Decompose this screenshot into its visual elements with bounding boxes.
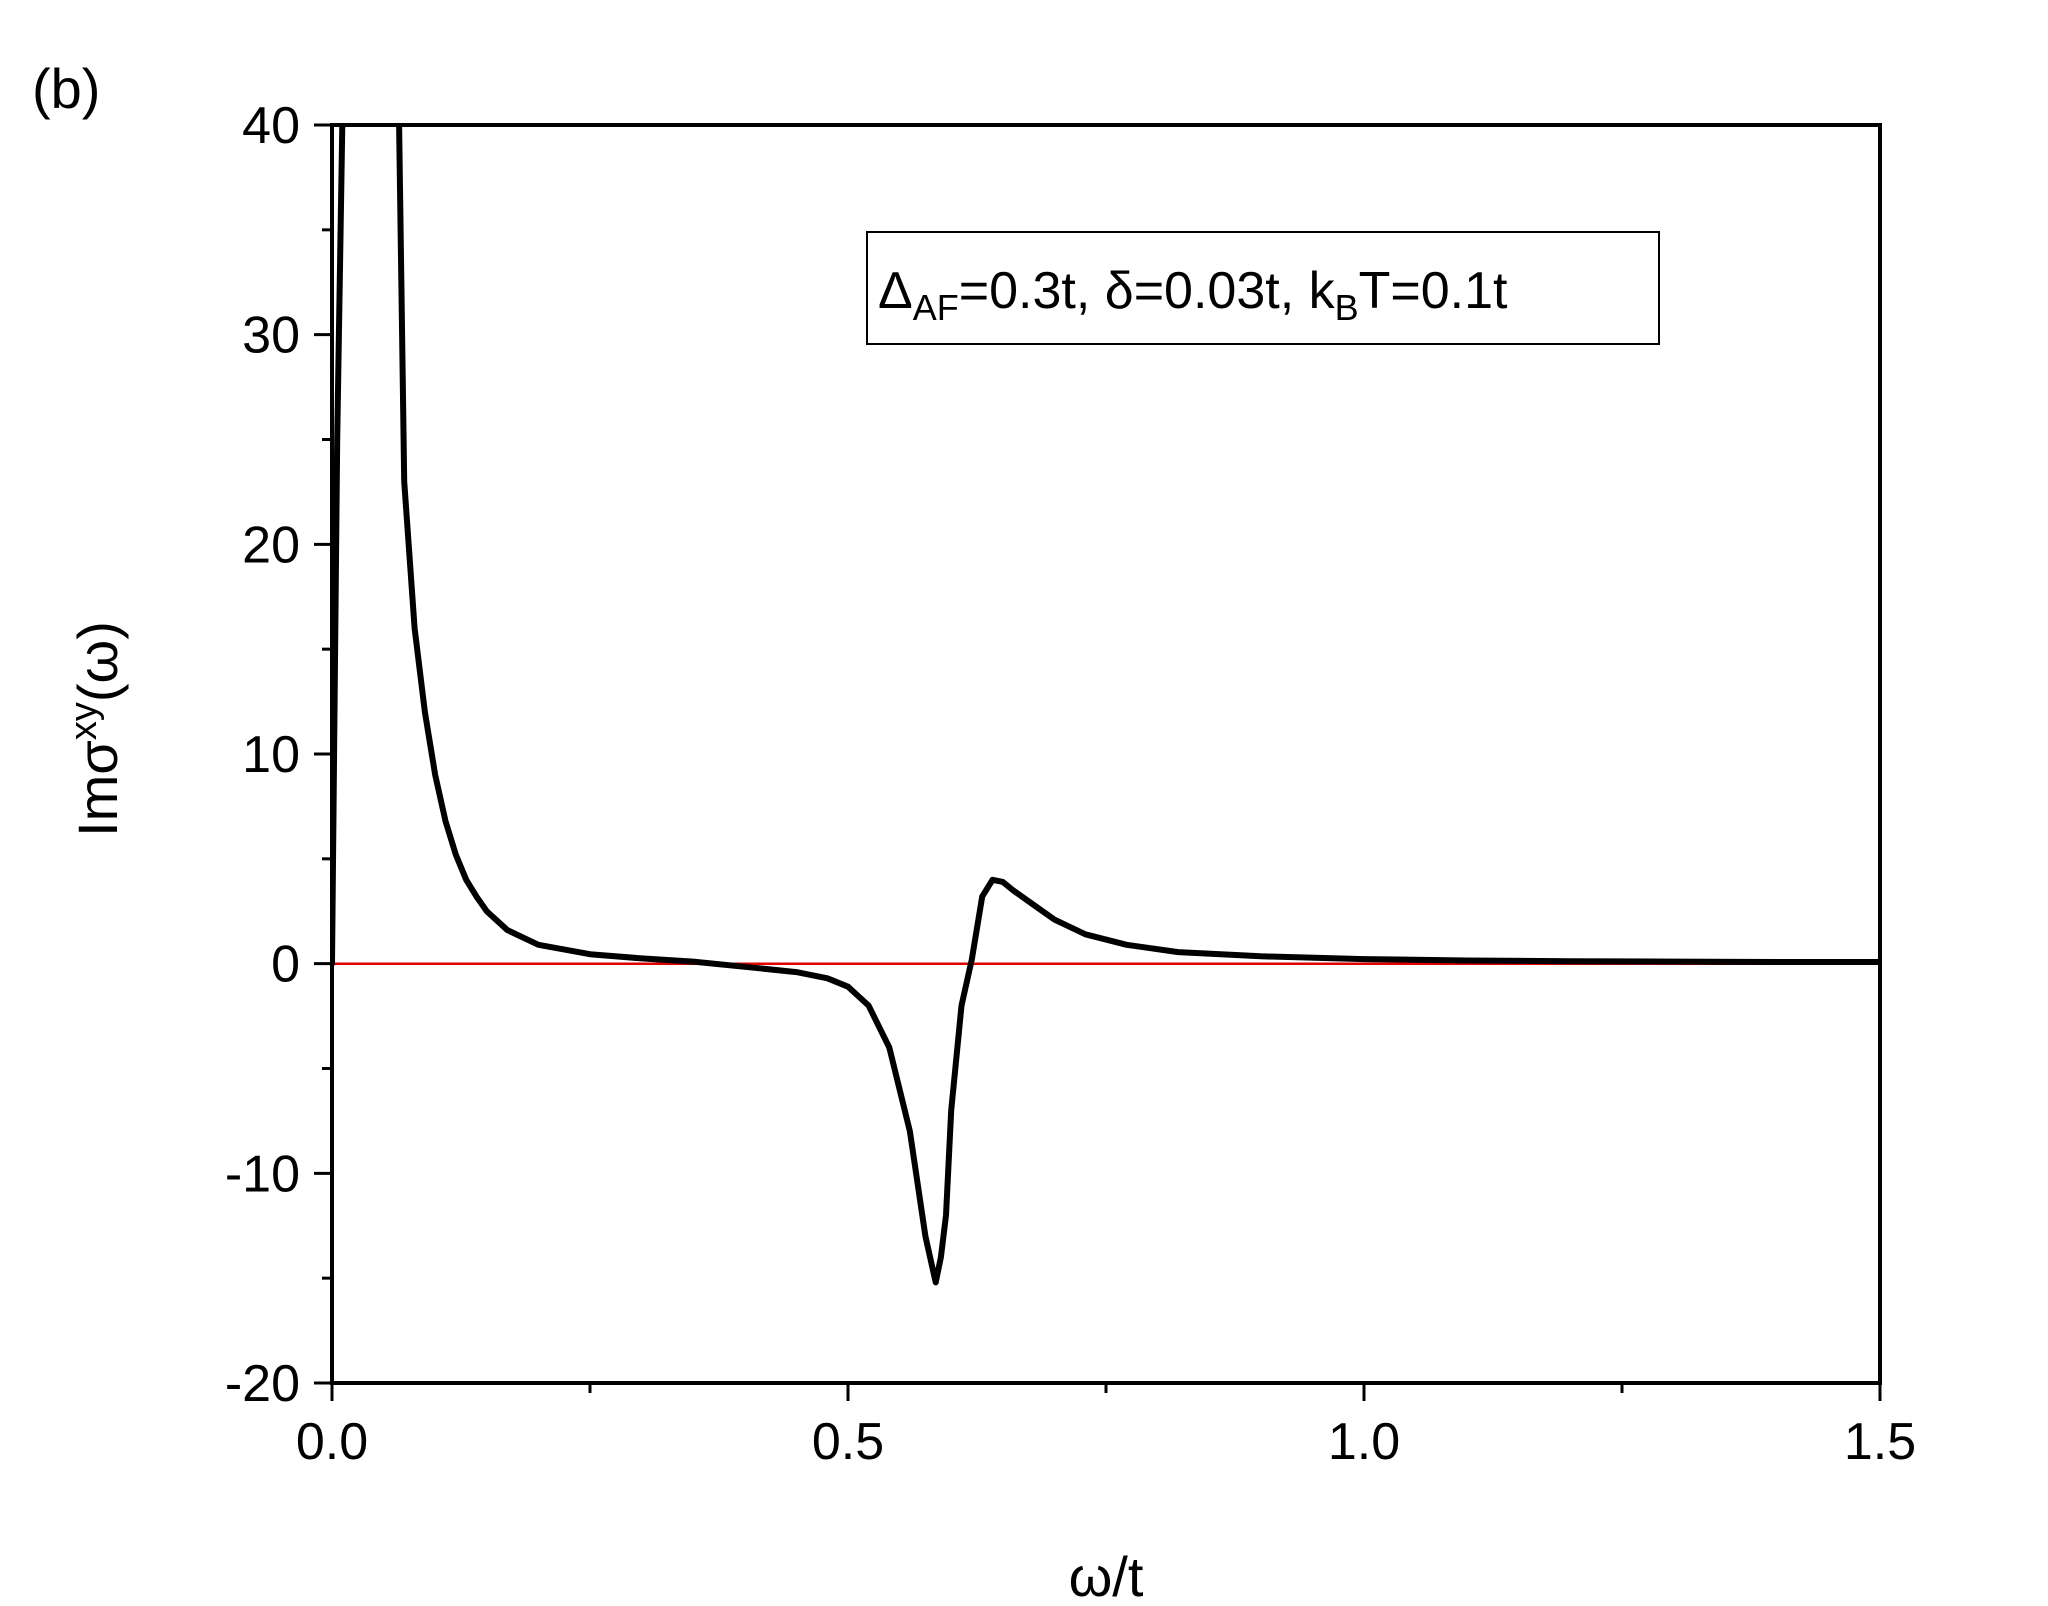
y-tick-label: 0 bbox=[271, 936, 300, 994]
legend-subscript: AF bbox=[913, 287, 959, 328]
series-layer bbox=[332, 125, 1880, 1286]
y-tick-label: 40 bbox=[242, 97, 300, 155]
x-axis-title: ω/t bbox=[1069, 1545, 1144, 1606]
legend-frame bbox=[866, 231, 1660, 345]
y-tick-label: -10 bbox=[225, 1145, 300, 1203]
y-axis-title-base: Imσ bbox=[66, 740, 129, 837]
legend-subscript: B bbox=[1335, 287, 1359, 328]
legend-text-part: Δ bbox=[878, 262, 913, 320]
ticks-layer: 0.0 0.5 1.0 1.5 -20 -10 0 10 20 30 40 bbox=[225, 97, 1916, 1471]
y-axis-title-sup: xy bbox=[63, 702, 105, 740]
legend-text-part: =0.3t, δ=0.03t, k bbox=[959, 262, 1336, 320]
legend-text: ΔAF=0.3t, δ=0.03t, kBT=0.1t bbox=[878, 262, 1508, 328]
y-tick-label: 30 bbox=[242, 307, 300, 365]
series-line-main bbox=[332, 125, 1880, 1286]
legend-text-part: T=0.1t bbox=[1359, 262, 1508, 320]
panel-label: (b) bbox=[32, 57, 100, 120]
x-tick-label: 1.0 bbox=[1328, 1413, 1400, 1471]
legend-box: ΔAF=0.3t, δ=0.03t, kBT=0.1t bbox=[866, 231, 1660, 345]
x-tick-label: 0.5 bbox=[812, 1413, 884, 1471]
y-axis-title-tail: (ω) bbox=[66, 621, 129, 702]
x-tick-label: 1.5 bbox=[1844, 1413, 1916, 1471]
y-tick-label: 10 bbox=[242, 726, 300, 784]
y-tick-label: 20 bbox=[242, 516, 300, 574]
x-tick-label: 0.0 bbox=[296, 1413, 368, 1471]
y-axis-title: Imσxy(ω) bbox=[63, 621, 129, 837]
y-tick-label: -20 bbox=[225, 1355, 300, 1413]
